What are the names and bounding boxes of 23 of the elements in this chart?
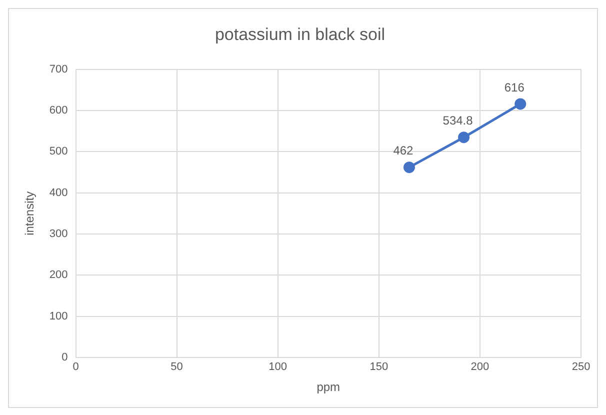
y-tick-label: 300 <box>49 228 68 240</box>
y-tick-label: 700 <box>49 63 68 76</box>
y-tick-label: 100 <box>49 310 68 322</box>
x-tick-label: 50 <box>170 361 183 374</box>
data-label: 616 <box>504 80 525 94</box>
y-axis-title: intensity <box>22 191 37 236</box>
y-tick-label: 500 <box>49 146 68 158</box>
y-tick-label: 200 <box>49 269 68 282</box>
point <box>514 98 526 110</box>
x-tick-label: 100 <box>268 361 288 374</box>
x-axis-title: ppm <box>316 380 340 394</box>
x-tick-label: 0 <box>72 361 79 374</box>
chart-title: potassium in black soil <box>214 24 386 44</box>
x-tick-label: 200 <box>470 361 490 374</box>
y-tick-label: 0 <box>62 351 68 364</box>
x-tick-label: 150 <box>370 361 388 374</box>
y-tick-label: 400 <box>49 186 68 199</box>
point <box>403 162 415 174</box>
data-label: 462 <box>393 144 414 158</box>
data-label: 534.8 <box>442 114 474 128</box>
point <box>458 132 470 144</box>
x-tick-label: 250 <box>572 361 590 374</box>
y-tick-label: 600 <box>49 104 68 117</box>
